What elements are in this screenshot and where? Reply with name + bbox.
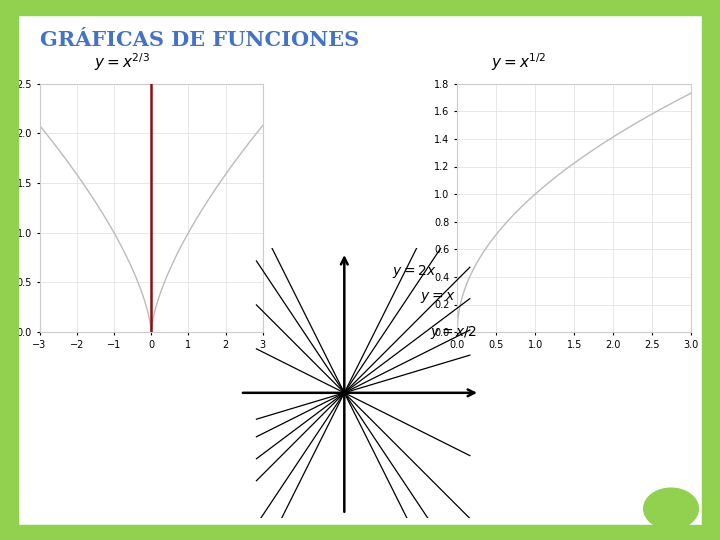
Text: $y = x$: $y = x$ [420,290,456,305]
Text: $y = 2x$: $y = 2x$ [392,263,437,280]
Text: $y = x/2$: $y = x/2$ [430,324,477,341]
Text: $y = x^{1/2}$: $y = x^{1/2}$ [490,51,546,73]
Text: GRÁFICAS DE FUNCIONES: GRÁFICAS DE FUNCIONES [40,30,359,50]
Text: $y = x^{2/3}$: $y = x^{2/3}$ [94,51,150,73]
